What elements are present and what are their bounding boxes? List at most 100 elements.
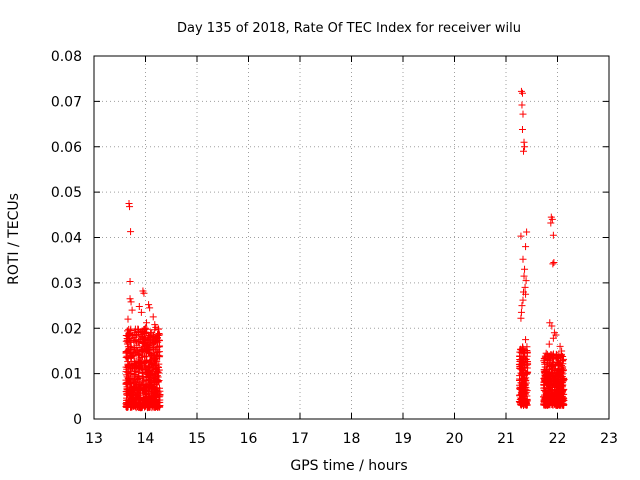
data-point — [541, 374, 549, 382]
data-point — [550, 380, 558, 388]
grid-lines — [94, 56, 609, 419]
y-tick-label: 0.01 — [51, 367, 82, 383]
x-tick-label: 14 — [137, 431, 155, 447]
data-point — [555, 364, 563, 372]
data-point — [519, 389, 527, 397]
data-point — [522, 277, 530, 285]
data-point — [519, 255, 527, 263]
data-point — [146, 333, 154, 341]
y-tick-label: 0.03 — [51, 276, 82, 292]
data-point — [138, 336, 146, 344]
x-tick-label: 20 — [446, 431, 464, 447]
data-point — [518, 126, 526, 134]
data-point — [542, 400, 550, 408]
y-tick-label: 0 — [73, 412, 82, 428]
data-point — [127, 298, 135, 306]
data-point — [521, 361, 529, 369]
data-point — [553, 359, 561, 367]
data-point — [140, 343, 148, 351]
data-point — [517, 397, 525, 405]
data-point — [133, 384, 141, 392]
data-point — [155, 369, 163, 377]
data-point — [521, 283, 529, 291]
data-point — [124, 315, 132, 323]
data-point — [146, 304, 154, 312]
data-point — [522, 243, 530, 251]
data-point — [559, 363, 567, 371]
data-point — [136, 393, 144, 401]
data-point — [151, 391, 159, 399]
x-tick-label: 16 — [240, 431, 258, 447]
data-point — [543, 365, 551, 373]
data-point — [126, 203, 134, 211]
data-point — [522, 355, 530, 363]
data-point — [554, 401, 561, 409]
data-point — [135, 375, 143, 383]
data-point — [545, 340, 553, 348]
data-point — [145, 301, 153, 309]
data-point — [131, 373, 139, 381]
data-point — [145, 341, 153, 349]
data-point — [126, 387, 134, 395]
data-point — [149, 339, 157, 347]
data-point — [126, 295, 134, 303]
data-point — [555, 375, 563, 383]
data-point — [128, 306, 136, 314]
data-point — [548, 215, 556, 223]
data-point — [123, 327, 131, 335]
chart-title: Day 135 of 2018, Rate Of TEC Index for r… — [177, 21, 521, 36]
data-point — [557, 372, 565, 380]
data-point — [520, 272, 528, 280]
x-axis-ticks: 13 14 15 16 17 18 19 20 21 22 23 — [85, 56, 618, 447]
data-point — [123, 348, 131, 356]
data-point — [520, 138, 528, 146]
data-point — [130, 333, 138, 341]
data-point — [149, 313, 157, 321]
data-point — [140, 386, 148, 394]
data-point — [125, 362, 133, 370]
x-tick-label: 17 — [291, 431, 309, 447]
data-point — [521, 383, 529, 391]
data-point — [154, 404, 162, 412]
data-point — [128, 381, 136, 389]
data-point — [150, 349, 158, 357]
data-point — [125, 199, 133, 207]
data-point — [153, 399, 161, 407]
data-point — [541, 360, 549, 368]
data-point — [520, 401, 528, 409]
data-point — [559, 353, 567, 361]
y-axis-ticks: 0 0.01 0.02 0.03 0.04 0.05 0.06 0.07 0.08 — [51, 49, 609, 428]
data-point — [556, 342, 564, 350]
data-point — [139, 327, 147, 335]
data-point — [126, 342, 134, 350]
data-point — [549, 397, 557, 405]
data-point — [521, 143, 529, 151]
data-point — [125, 374, 133, 382]
data-point — [555, 383, 563, 391]
y-tick-label: 0.02 — [51, 321, 82, 337]
data-point — [131, 364, 139, 372]
data-point — [517, 314, 525, 322]
data-point — [147, 356, 155, 364]
data-point — [142, 365, 150, 373]
data-point — [145, 375, 153, 383]
data-point — [518, 345, 526, 353]
data-point — [519, 374, 527, 382]
y-tick-label: 0.07 — [51, 94, 82, 110]
data-point — [521, 265, 529, 273]
data-point — [551, 376, 559, 384]
data-point — [125, 400, 133, 408]
data-point — [149, 370, 157, 378]
data-point — [137, 308, 145, 316]
data-point — [130, 376, 138, 384]
data-point — [137, 404, 145, 412]
data-point — [518, 302, 526, 310]
data-point — [147, 388, 155, 396]
x-tick-label: 13 — [85, 431, 103, 447]
data-point — [153, 349, 161, 357]
data-point — [540, 384, 548, 392]
data-point — [148, 329, 156, 337]
data-point — [140, 289, 148, 297]
data-point — [127, 344, 135, 352]
